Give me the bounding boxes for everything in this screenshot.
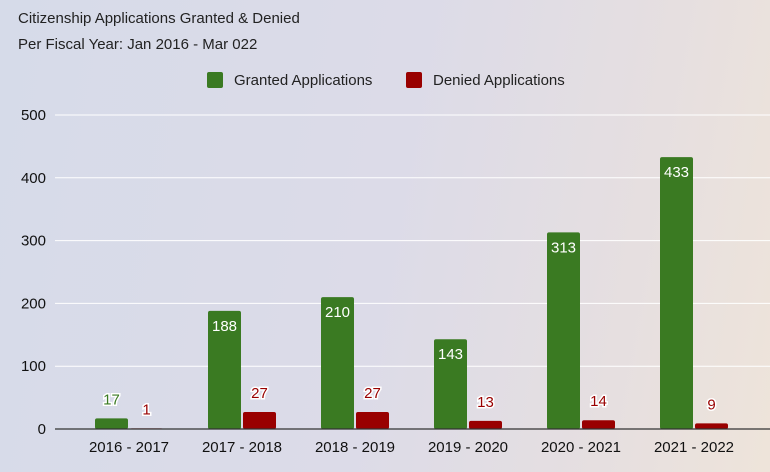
data-label: 143	[438, 346, 463, 363]
legend-label: Granted Applications	[234, 72, 372, 89]
bar-denied	[356, 412, 389, 429]
bar-granted	[660, 157, 693, 430]
data-label: 188	[212, 318, 237, 335]
x-tick-label: 2017 - 2018	[202, 439, 282, 456]
data-label: 14	[590, 393, 607, 410]
bar-denied	[469, 420, 502, 429]
data-label: 9	[707, 396, 715, 413]
x-tick-label: 2018 - 2019	[315, 439, 395, 456]
legend-swatch	[207, 72, 223, 88]
chart-subtitle: Per Fiscal Year: Jan 2016 - Mar 022	[18, 36, 258, 53]
chart-title: Citizenship Applications Granted & Denie…	[18, 10, 300, 27]
bar-denied	[695, 423, 728, 429]
x-tick-label: 2016 - 2017	[89, 439, 169, 456]
bar-granted	[547, 232, 580, 429]
data-label: 433	[664, 164, 689, 181]
data-label: 13	[477, 394, 494, 411]
bar-denied	[582, 420, 615, 429]
bar-denied	[243, 412, 276, 429]
y-tick-label: 100	[21, 358, 46, 375]
y-tick-label: 300	[21, 233, 46, 250]
y-tick-label: 0	[38, 421, 46, 438]
data-label: 17	[103, 391, 120, 408]
data-label: 1	[142, 401, 150, 418]
data-label: 210	[325, 304, 350, 321]
legend-label: Denied Applications	[433, 72, 565, 89]
y-tick-label: 400	[21, 170, 46, 187]
x-tick-label: 2019 - 2020	[428, 439, 508, 456]
x-tick-label: 2021 - 2022	[654, 439, 734, 456]
data-label: 27	[251, 385, 268, 402]
data-label: 27	[364, 385, 381, 402]
bar-granted	[321, 297, 354, 429]
y-tick-label: 200	[21, 295, 46, 312]
bar-granted	[434, 339, 467, 429]
x-tick-label: 2020 - 2021	[541, 439, 621, 456]
data-label: 313	[551, 239, 576, 256]
y-tick-label: 500	[21, 107, 46, 124]
bar-granted	[95, 418, 128, 429]
bar-granted	[208, 310, 241, 429]
legend-swatch	[406, 72, 422, 88]
